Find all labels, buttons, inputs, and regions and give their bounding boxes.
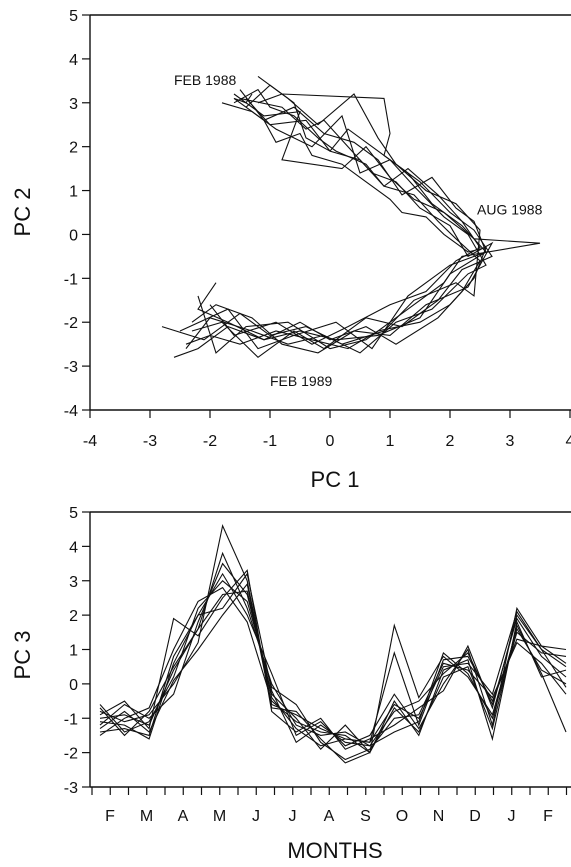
chart-pc3-by-month: -3 -2 -1 0 1 2 3 4 5 F M A M J J A S O N D J F MONTHS PC 3 bbox=[10, 505, 571, 863]
month-label: A bbox=[178, 808, 189, 825]
pc3-line-3 bbox=[99, 562, 567, 754]
x-tick-label: 0 bbox=[326, 433, 335, 450]
month-label: O bbox=[396, 808, 408, 825]
x-tick-label: 3 bbox=[506, 433, 515, 450]
month-label: F bbox=[105, 808, 115, 825]
y-tick-label: 3 bbox=[69, 96, 78, 113]
trajectory-line-3 bbox=[191, 97, 494, 354]
y-axis-title-pc2: PC 2 bbox=[10, 188, 35, 237]
x-tick-label: -3 bbox=[143, 433, 157, 450]
month-label: J bbox=[508, 808, 516, 825]
annotation-feb-1988: FEB 1988 bbox=[174, 72, 236, 88]
y-tick-label: -1 bbox=[64, 271, 78, 288]
month-label: A bbox=[324, 808, 335, 825]
month-label: J bbox=[252, 808, 260, 825]
x-tick-label: -4 bbox=[83, 433, 97, 450]
y-tick-label: 2 bbox=[69, 608, 78, 625]
y-tick-label: -3 bbox=[64, 359, 78, 376]
month-label: F bbox=[543, 808, 553, 825]
annotation-feb-1989: FEB 1989 bbox=[270, 373, 332, 389]
y-tick-label: -4 bbox=[64, 403, 78, 420]
trajectory-line-2 bbox=[173, 88, 481, 358]
y-tick-label: -2 bbox=[64, 315, 78, 332]
y-tick-label: -1 bbox=[64, 711, 78, 728]
y-tick-label: 0 bbox=[69, 677, 78, 694]
month-label: M bbox=[213, 808, 226, 825]
month-label: S bbox=[360, 808, 371, 825]
y-tick-label: -2 bbox=[64, 746, 78, 763]
pc3-line-9 bbox=[99, 582, 567, 764]
x-tick-label: 2 bbox=[446, 433, 455, 450]
y-axis-title-pc3: PC 3 bbox=[10, 631, 35, 680]
trajectory-line-5 bbox=[197, 93, 541, 354]
trajectory-line-10 bbox=[197, 89, 487, 341]
y-tick-label: 1 bbox=[69, 643, 78, 660]
x-tick-label: -1 bbox=[263, 433, 277, 450]
x-tick-label: 4 bbox=[566, 433, 571, 450]
pc3-line-8 bbox=[99, 572, 567, 747]
y-tick-label: 5 bbox=[69, 8, 78, 25]
trajectory-line-6 bbox=[161, 75, 481, 345]
y-tick-label: 4 bbox=[69, 539, 78, 556]
trajectory-line-4 bbox=[179, 84, 487, 350]
trajectory-line-9 bbox=[191, 93, 493, 359]
month-label: D bbox=[469, 808, 481, 825]
y-tick-label: 4 bbox=[69, 52, 78, 69]
trajectory-line-8 bbox=[209, 98, 481, 345]
x-axis-title-months: MONTHS bbox=[287, 838, 382, 863]
x-tick-label: -2 bbox=[203, 433, 217, 450]
y-tick-label: 0 bbox=[69, 227, 78, 244]
y-tick-label: 3 bbox=[69, 574, 78, 591]
plot-area-bottom bbox=[90, 512, 571, 787]
y-tick-label: 1 bbox=[69, 184, 78, 201]
month-label: N bbox=[433, 808, 445, 825]
month-label: M bbox=[140, 808, 153, 825]
month-label: J bbox=[289, 808, 297, 825]
x-tick-label: 1 bbox=[386, 433, 395, 450]
x-axis-title-pc1: PC 1 bbox=[311, 467, 360, 492]
y-tick-label: 5 bbox=[69, 505, 78, 522]
y-tick-label: 2 bbox=[69, 140, 78, 157]
y-tick-label: -3 bbox=[64, 780, 78, 797]
chart-pc1-vs-pc2: -4 -3 -2 -1 0 1 2 3 4 -4 -3 -2 -1 0 1 2 3 4 5 FEB 1988 AUG… bbox=[10, 8, 571, 492]
annotation-aug-1988: AUG 1988 bbox=[477, 202, 543, 218]
pc3-line-10 bbox=[99, 590, 567, 747]
